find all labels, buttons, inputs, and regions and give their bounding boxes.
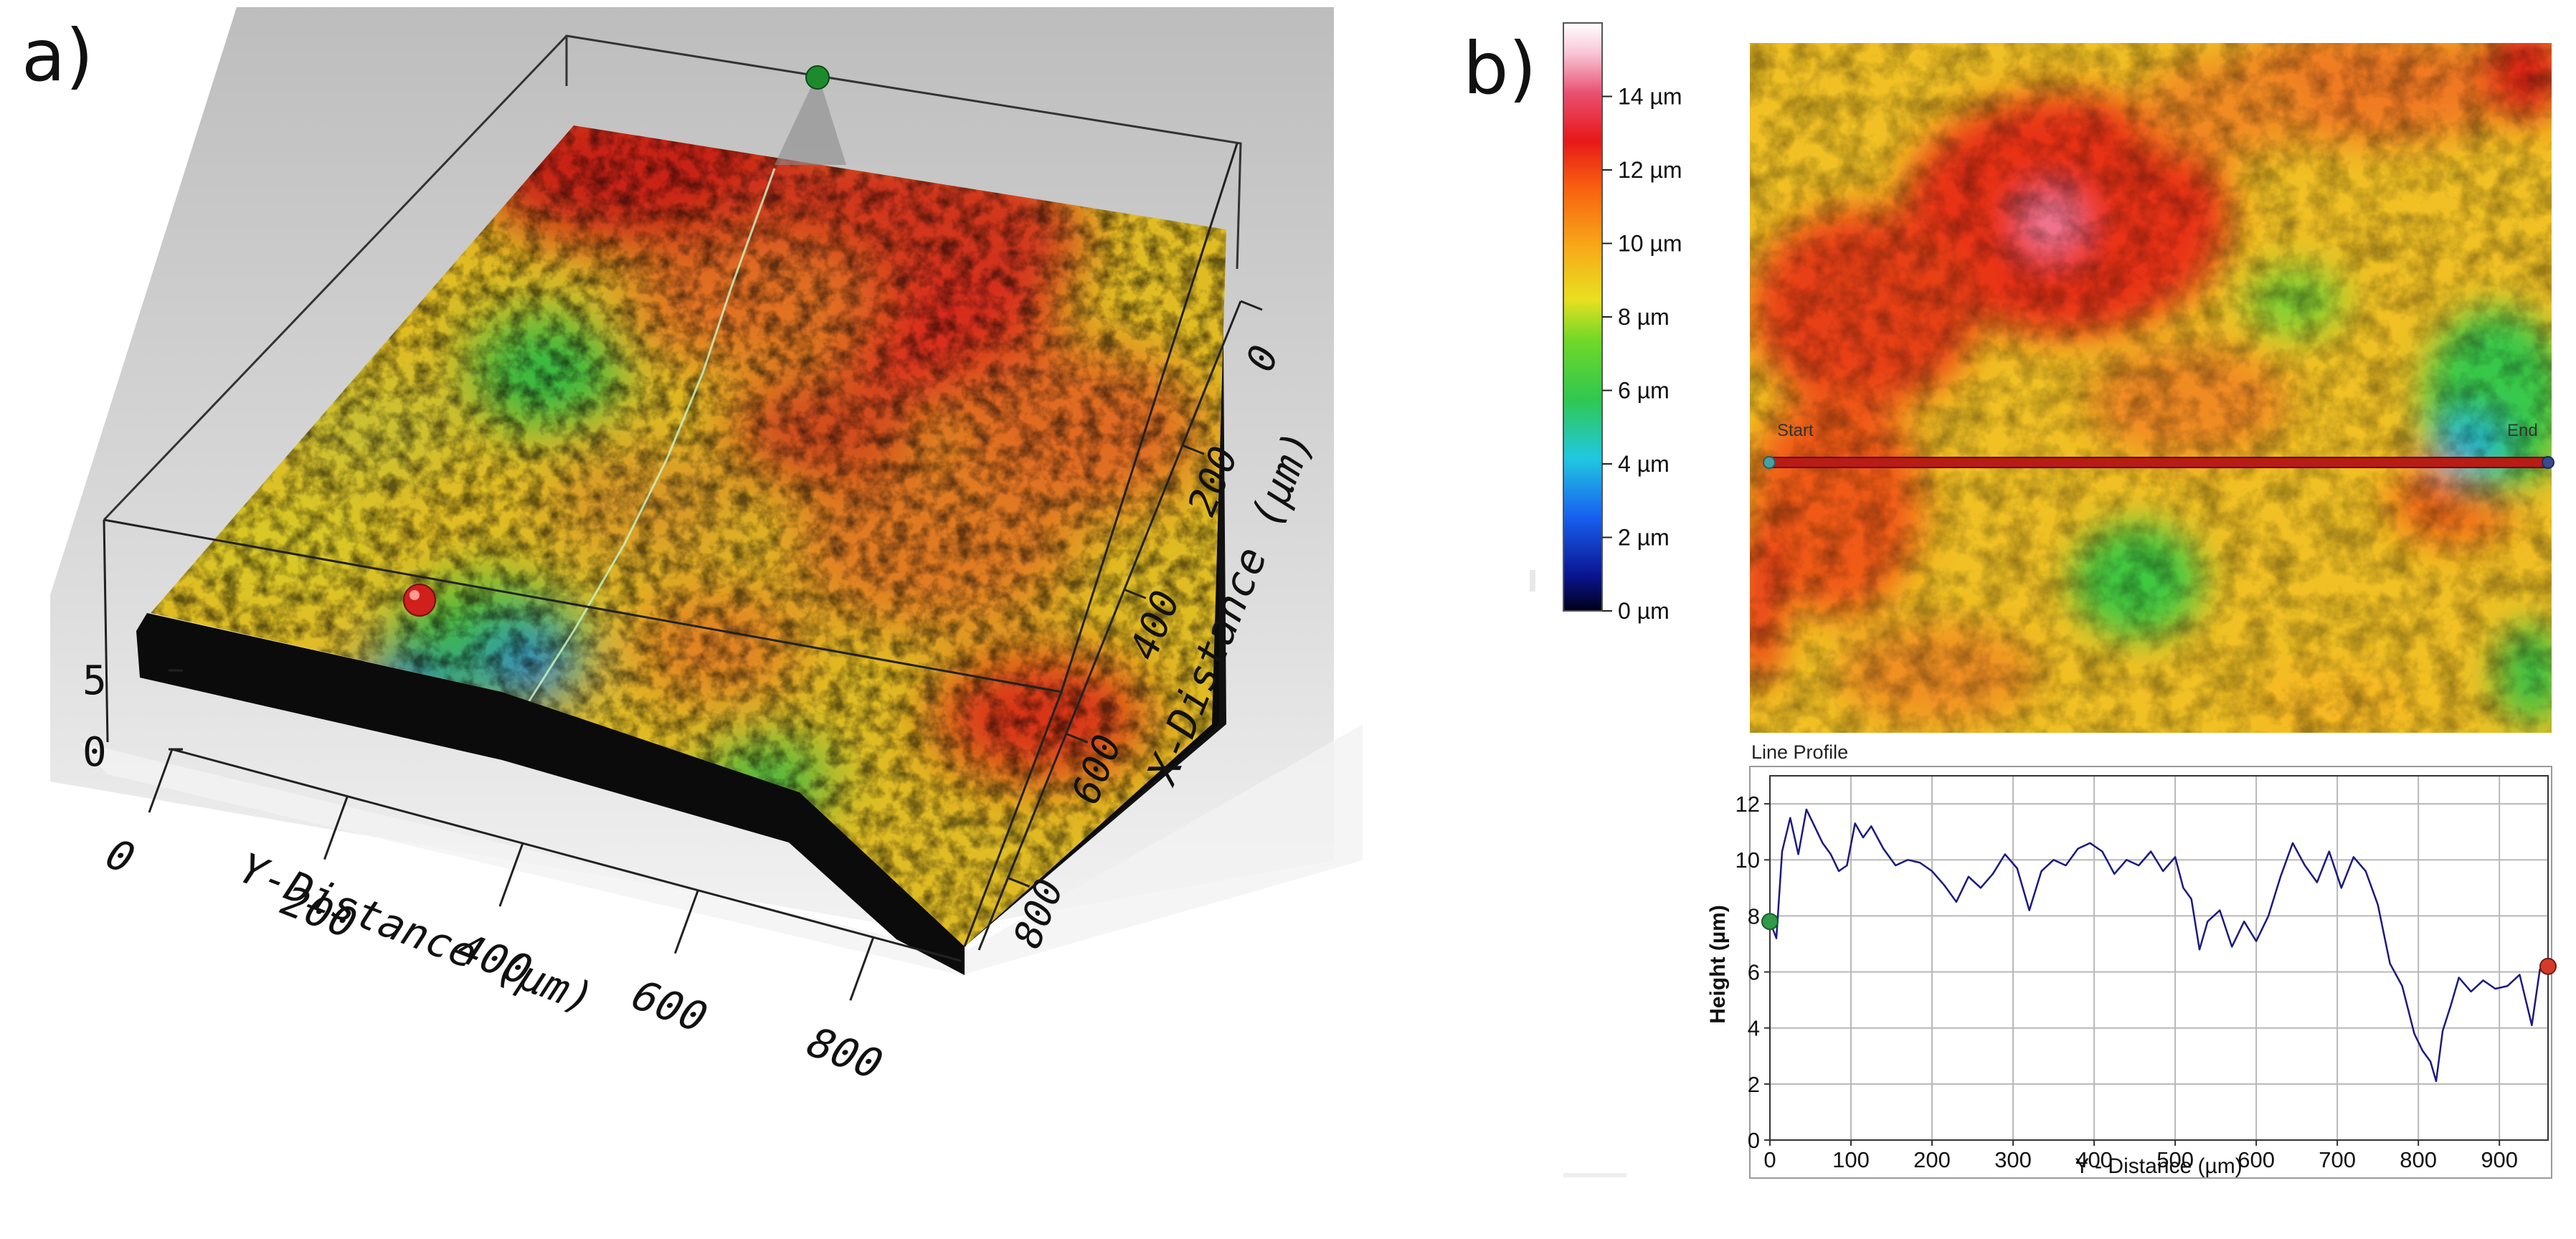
x-tick-label: 0 (1763, 1147, 1776, 1172)
y-tick-label: 0 (1748, 1128, 1760, 1153)
x-tick-mark (1124, 588, 1147, 599)
z-axis: 5 0 (82, 658, 183, 776)
end-marker-cone (775, 73, 846, 165)
profile-start-handle[interactable] (1763, 456, 1776, 469)
x-tick-mark (1240, 300, 1263, 311)
line-profile-title: Line Profile (1751, 741, 1848, 763)
x-tick-mark (1182, 444, 1205, 455)
z-tick-5: 5 (82, 658, 107, 704)
colorbar-tick-label: 2 µm (1618, 525, 1670, 551)
panel-a-label: a) (22, 14, 93, 98)
x-tick-mark (1007, 877, 1031, 888)
x-tick-label: 500 (2156, 1147, 2194, 1172)
panel-b-label: b) (1463, 27, 1537, 110)
colorbar-tick-label: 12 µm (1618, 157, 1682, 183)
y-tick-mark (148, 749, 174, 813)
start-marker-3d-highlight (409, 590, 420, 600)
profile-end-handle[interactable] (2542, 456, 2554, 469)
line-profile-xlabel: Y - Distance (µm) (2075, 1154, 2242, 1178)
y-tick-label: 0 (95, 831, 145, 881)
x-tick-label: 300 (1994, 1147, 2032, 1172)
x-tick-label: 400 (2075, 1147, 2113, 1172)
start-marker-3d (403, 584, 436, 617)
profile-line-bar[interactable] (1767, 457, 2549, 468)
profile-start-marker[interactable] (1761, 913, 1779, 931)
profile-line[interactable]: Start End (1763, 421, 2554, 469)
surface-side-right-body (965, 265, 1219, 946)
colorbar-gradient (1563, 22, 1603, 612)
profile-end-label: End (2507, 421, 2538, 440)
colorbar-tick-label: 6 µm (1618, 378, 1670, 404)
bottom-gutter (1563, 1173, 1626, 1177)
colorbar: 14 µm 12 µm 10 µm 8 µm 6 µm 4 µm 2 µm 0 µm (1563, 22, 1682, 624)
x-tick-label: 900 (2481, 1147, 2518, 1172)
profile-trace-3d (493, 168, 776, 761)
y-tick-mark (849, 936, 875, 1001)
profile-end-marker[interactable] (2539, 957, 2557, 975)
colorbar-tick-label: 10 µm (1618, 231, 1682, 257)
y-tick-label: 6 (1748, 960, 1760, 985)
y-tick-label: 800 (796, 1019, 893, 1087)
end-marker-3d (805, 65, 830, 90)
y-tick-label: 10 (1736, 848, 1760, 873)
height-map (1750, 43, 2552, 733)
colorbar-tick-label: 8 µm (1618, 304, 1670, 330)
line-profile-ylabel: Height (µm) (1706, 905, 1730, 1024)
y-tick-label: 600 (621, 972, 718, 1040)
y-tick-mark (323, 796, 349, 860)
colorbar-gutter (1530, 570, 1535, 592)
profile-series-line (1768, 808, 2549, 1083)
colorbar-tick-label: 0 µm (1618, 598, 1670, 624)
x-tick-label: 100 (1832, 1147, 1870, 1172)
colorbar-tick-label: 4 µm (1618, 451, 1670, 477)
y-tick-label: 4 (1748, 1016, 1760, 1041)
colorbar-tick-label: 14 µm (1618, 84, 1682, 110)
floor-grid-plane (79, 724, 1363, 975)
bounding-box-front (103, 143, 1239, 947)
y-tick-label: 8 (1748, 903, 1760, 929)
y-tick-label: 12 (1736, 792, 1760, 817)
profile-start-label: Start (1777, 421, 1814, 440)
x-tick-label: 200 (1913, 1147, 1951, 1172)
y-tick-label: 2 (1748, 1072, 1760, 1097)
x-tick-label: 600 (2238, 1147, 2275, 1172)
y-tick-mark (673, 890, 699, 954)
line-profile-chart: Line Profile 0 100 200 300 400 500 600 700 800 90… (1706, 741, 2557, 1179)
x-tick-label: 800 (2400, 1147, 2437, 1172)
surface-side-left (136, 613, 965, 975)
x-tick-mark (1066, 732, 1089, 744)
y-tick-mark (498, 842, 524, 907)
bounding-box-back (103, 34, 1242, 521)
x-tick-label: 700 (2319, 1147, 2356, 1172)
z-tick-0: 0 (82, 729, 107, 776)
